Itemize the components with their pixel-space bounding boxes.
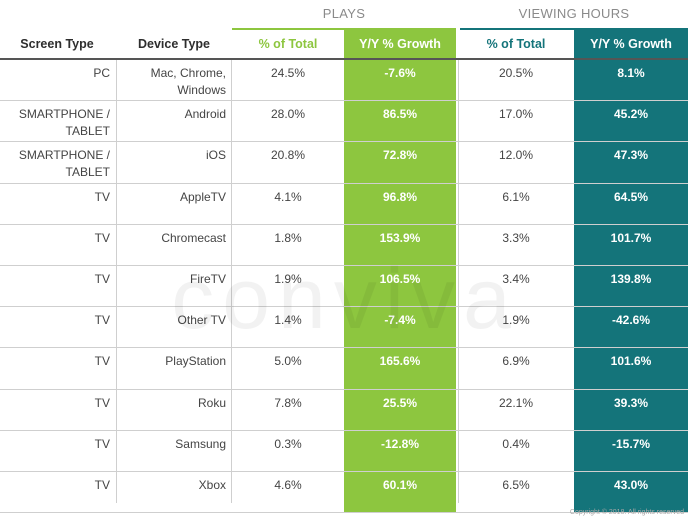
screen-type-cell: TV	[94, 354, 110, 369]
screen-type-cell: SMARTPHONE / TABLET	[18, 107, 110, 139]
device-type-cell: Samsung	[175, 436, 226, 451]
hours-growth-cell: 45.2%	[574, 101, 688, 142]
plays-growth-cell: 72.8%	[344, 142, 456, 183]
plays-growth-cell: 25.5%	[344, 389, 456, 430]
copyright-note: Copyright © 2018. All rights reserved	[569, 509, 684, 516]
plays-share-cell: 4.1%	[274, 189, 302, 204]
plays-growth-cell: 153.9%	[344, 224, 456, 265]
device-type-cell: Chromecast	[161, 230, 226, 245]
table-row: PC Mac, Chrome, Windows 24.5% -7.6% 20.5% 8.1…	[0, 60, 688, 102]
table-row: TV Other TV 1.4% -7.4% 1.9% -42.6%	[0, 307, 688, 349]
screen-type-cell: TV	[94, 477, 110, 492]
column-divider	[458, 60, 459, 503]
device-type-cell: Roku	[197, 395, 226, 410]
hours-growth-cell: 39.3%	[574, 389, 688, 430]
plays-share-cell: 28.0%	[270, 107, 306, 122]
header-rule	[0, 58, 688, 60]
viewing-hours-group-header: VIEWING HOURS	[460, 0, 688, 30]
hours-growth-cell: 43.0%	[574, 471, 688, 513]
plays-share-cell: 20.8%	[270, 148, 306, 163]
hours-share-cell: 6.9%	[502, 354, 530, 369]
hours-share-cell: 6.5%	[502, 477, 530, 492]
device-type-cell: Other TV	[177, 313, 226, 328]
hours-share-cell: 3.4%	[502, 271, 530, 286]
screen-type-cell: TV	[94, 230, 110, 245]
table-row: SMARTPHONE / TABLET iOS 20.8% 72.8% 12.0% 47.…	[0, 142, 688, 184]
hours-growth-cell: 101.6%	[574, 348, 688, 389]
screen-type-cell: SMARTPHONE / TABLET	[18, 148, 110, 180]
plays-share-cell: 1.4%	[274, 313, 302, 328]
table-row: TV Chromecast 1.8% 153.9% 3.3% 101.7%	[0, 224, 688, 266]
device-type-column-header: Device Type	[137, 37, 211, 51]
device-type-cell: Mac, Chrome, Windows	[150, 66, 226, 97]
hours-growth-cell: -42.6%	[574, 307, 688, 348]
screen-type-column-header: Screen Type	[20, 37, 94, 51]
plays-growth-column-header: Y/Y % Growth	[344, 30, 456, 58]
plays-share-column-header: % of Total	[258, 37, 318, 51]
plays-growth-cell: -7.6%	[344, 60, 456, 101]
device-type-cell: Android	[184, 107, 226, 122]
device-type-cell: FireTV	[190, 271, 226, 286]
table-row: TV Roku 7.8% 25.5% 22.1% 39.3%	[0, 389, 688, 431]
table-row: TV Samsung 0.3% -12.8% 0.4% -15.7%	[0, 430, 688, 472]
hours-growth-column-header: Y/Y % Growth	[574, 30, 688, 58]
table-row: TV AppleTV 4.1% 96.8% 6.1% 64.5%	[0, 183, 688, 225]
hours-growth-cell: -15.7%	[574, 430, 688, 471]
plays-growth-cell: 96.8%	[344, 183, 456, 224]
hours-share-cell: 22.1%	[498, 395, 534, 410]
screen-type-cell: TV	[94, 395, 110, 410]
plays-growth-cell: 86.5%	[344, 101, 456, 142]
hours-growth-cell: 139.8%	[574, 265, 688, 307]
plays-growth-cell: -12.8%	[344, 430, 456, 471]
plays-growth-cell: 60.1%	[344, 471, 456, 513]
device-type-cell: PlayStation	[165, 354, 226, 369]
plays-share-cell: 1.8%	[274, 230, 302, 245]
hours-share-cell: 6.1%	[502, 189, 530, 204]
hours-share-column-header: % of Total	[486, 37, 546, 51]
hours-share-cell: 12.0%	[498, 148, 534, 163]
screen-type-cell: PC	[93, 66, 110, 80]
table-row: SMARTPHONE / TABLET Android 28.0% 86.5% 17.0…	[0, 101, 688, 143]
plays-growth-cell: -7.4%	[344, 307, 456, 348]
device-type-cell: AppleTV	[179, 189, 226, 204]
hours-growth-cell: 8.1%	[574, 60, 688, 101]
plays-group-header: PLAYS	[232, 0, 456, 30]
screen-type-cell: TV	[94, 436, 110, 451]
device-table: PC Mac, Chrome, Windows 24.5% -7.6% 20.5% 8.1…	[0, 60, 688, 514]
screen-type-cell: TV	[94, 271, 110, 286]
plays-growth-cell: 165.6%	[344, 348, 456, 389]
hours-share-cell: 3.3%	[502, 230, 530, 245]
plays-share-cell: 24.5%	[270, 66, 306, 80]
device-type-cell: Xbox	[198, 477, 226, 492]
column-divider	[116, 60, 117, 503]
screen-type-cell: TV	[94, 313, 110, 328]
plays-growth-cell: 106.5%	[344, 265, 456, 307]
table-row: TV FireTV 1.9% 106.5% 3.4% 139.8%	[0, 265, 688, 308]
hours-growth-cell: 101.7%	[574, 224, 688, 265]
plays-share-cell: 5.0%	[274, 354, 302, 369]
screen-type-cell: TV	[94, 189, 110, 204]
hours-share-cell: 1.9%	[502, 313, 530, 328]
hours-share-cell: 20.5%	[498, 66, 534, 80]
plays-share-cell: 0.3%	[274, 436, 302, 451]
plays-share-cell: 1.9%	[274, 271, 302, 286]
plays-share-cell: 4.6%	[274, 477, 302, 492]
table-row: TV Xbox 4.6% 60.1% 6.5% 43.0%	[0, 471, 688, 514]
table-row: TV PlayStation 5.0% 165.6% 6.9% 101.6%	[0, 348, 688, 390]
column-divider	[231, 60, 232, 503]
plays-share-cell: 7.8%	[274, 395, 302, 410]
hours-share-cell: 17.0%	[498, 107, 534, 122]
hours-growth-cell: 64.5%	[574, 183, 688, 224]
hours-growth-cell: 47.3%	[574, 142, 688, 183]
hours-share-cell: 0.4%	[502, 436, 530, 451]
device-type-cell: iOS	[205, 148, 226, 163]
